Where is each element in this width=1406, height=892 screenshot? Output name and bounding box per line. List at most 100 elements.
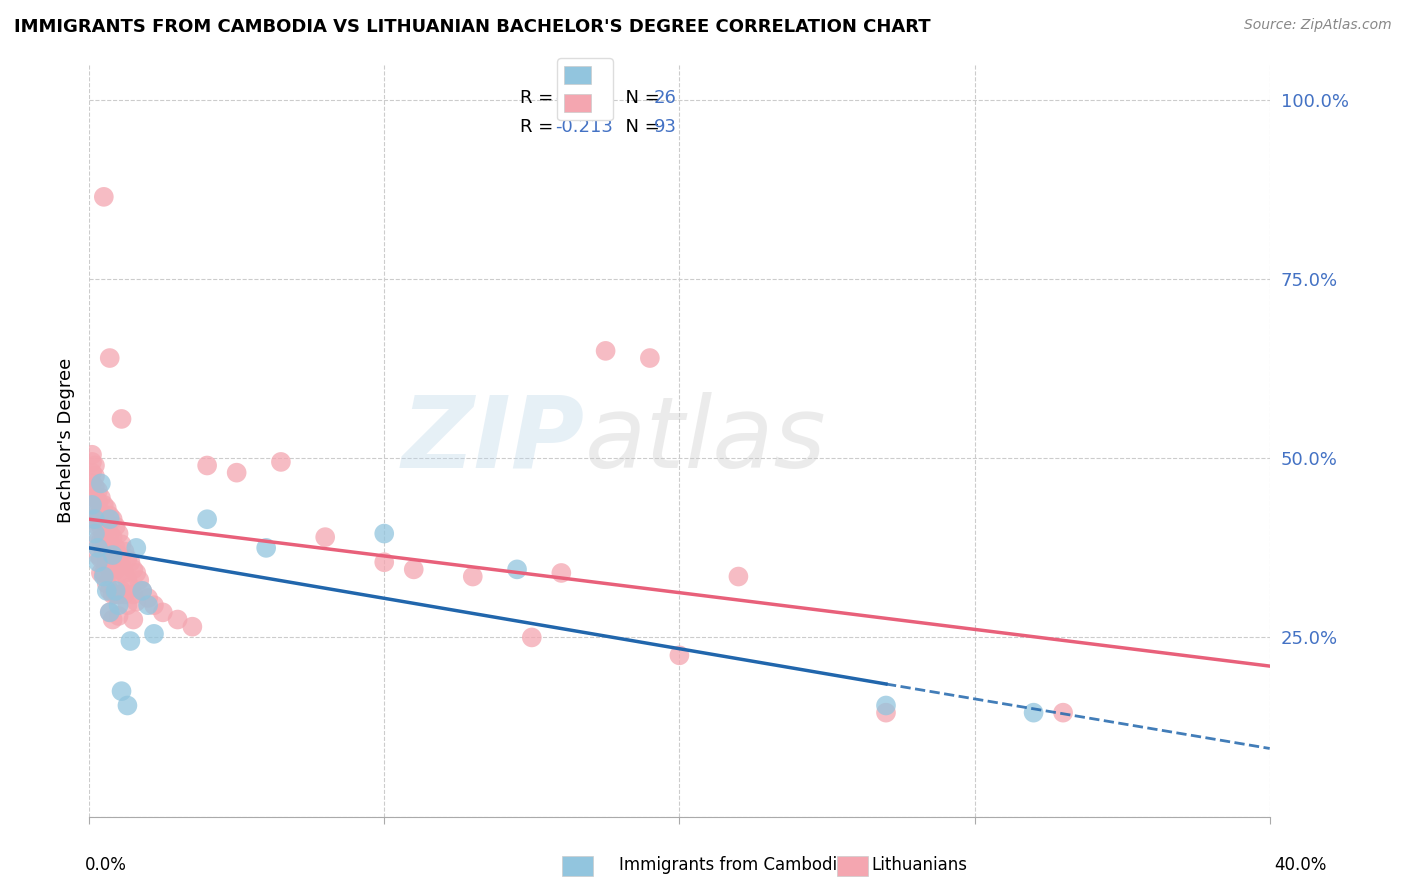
Point	[93, 530, 115, 544]
Point	[143, 627, 166, 641]
Point	[107, 548, 129, 562]
Point	[87, 508, 110, 523]
Point	[98, 544, 121, 558]
Point	[195, 512, 218, 526]
Point	[107, 526, 129, 541]
Point	[96, 537, 118, 551]
Point	[80, 455, 103, 469]
Point	[120, 634, 142, 648]
Point	[1022, 706, 1045, 720]
Point	[104, 541, 127, 555]
Point	[87, 483, 110, 498]
Point	[90, 551, 112, 566]
Point	[107, 566, 129, 580]
Point	[93, 569, 115, 583]
Text: R =: R =	[520, 89, 560, 107]
Point	[101, 587, 124, 601]
Point	[90, 566, 112, 580]
Point	[595, 343, 617, 358]
Point	[80, 466, 103, 480]
Point	[98, 606, 121, 620]
Point	[84, 469, 107, 483]
Text: R =: R =	[520, 118, 560, 136]
Text: Source: ZipAtlas.com: Source: ZipAtlas.com	[1244, 18, 1392, 32]
Point	[104, 562, 127, 576]
Point	[668, 648, 690, 663]
Point	[136, 598, 159, 612]
Point	[87, 494, 110, 508]
Point	[87, 533, 110, 548]
Point	[90, 476, 112, 491]
Point	[98, 526, 121, 541]
Point	[87, 541, 110, 555]
Point	[96, 519, 118, 533]
Point	[125, 594, 148, 608]
Point	[117, 573, 139, 587]
Point	[84, 512, 107, 526]
Point	[84, 491, 107, 505]
Point	[87, 555, 110, 569]
Point	[101, 548, 124, 562]
Text: -0.213: -0.213	[555, 118, 613, 136]
Point	[195, 458, 218, 473]
Point	[120, 580, 142, 594]
Point	[101, 530, 124, 544]
Point	[122, 562, 145, 576]
Legend: , : ,	[557, 58, 613, 120]
Point	[114, 566, 136, 580]
Point	[461, 569, 484, 583]
Text: 26: 26	[654, 89, 676, 107]
Point	[107, 598, 129, 612]
Point	[101, 512, 124, 526]
Text: 93: 93	[654, 118, 676, 136]
Point	[84, 501, 107, 516]
Point	[550, 566, 572, 580]
Point	[402, 562, 425, 576]
Point	[80, 448, 103, 462]
Point	[96, 501, 118, 516]
Point	[120, 555, 142, 569]
Point	[93, 566, 115, 580]
Point	[638, 351, 661, 365]
Text: -0.289: -0.289	[555, 89, 613, 107]
Point	[373, 555, 395, 569]
Point	[117, 698, 139, 713]
Point	[107, 609, 129, 624]
Text: 40.0%: 40.0%	[1274, 855, 1327, 873]
Point	[98, 508, 121, 523]
Point	[93, 190, 115, 204]
Point	[114, 544, 136, 558]
Text: IMMIGRANTS FROM CAMBODIA VS LITHUANIAN BACHELOR'S DEGREE CORRELATION CHART: IMMIGRANTS FROM CAMBODIA VS LITHUANIAN B…	[14, 18, 931, 36]
Text: N =: N =	[614, 118, 666, 136]
Point	[122, 587, 145, 601]
Point	[80, 476, 103, 491]
Point	[875, 706, 897, 720]
Y-axis label: Bachelor's Degree: Bachelor's Degree	[58, 358, 75, 523]
Point	[93, 544, 115, 558]
Point	[90, 533, 112, 548]
Point	[875, 698, 897, 713]
Point	[122, 613, 145, 627]
Point	[152, 606, 174, 620]
Point	[84, 512, 107, 526]
Point	[87, 519, 110, 533]
Point	[117, 598, 139, 612]
Point	[93, 498, 115, 512]
Text: Lithuanians: Lithuanians	[872, 855, 967, 873]
Point	[101, 613, 124, 627]
Point	[506, 562, 529, 576]
Point	[101, 566, 124, 580]
Point	[87, 548, 110, 562]
Point	[270, 455, 292, 469]
Point	[373, 526, 395, 541]
Point	[1052, 706, 1074, 720]
Point	[84, 526, 107, 541]
Point	[125, 541, 148, 555]
Point	[104, 583, 127, 598]
Point	[90, 505, 112, 519]
Point	[84, 458, 107, 473]
Point	[110, 684, 132, 698]
Point	[98, 583, 121, 598]
Text: atlas: atlas	[585, 392, 827, 489]
Point	[98, 562, 121, 576]
